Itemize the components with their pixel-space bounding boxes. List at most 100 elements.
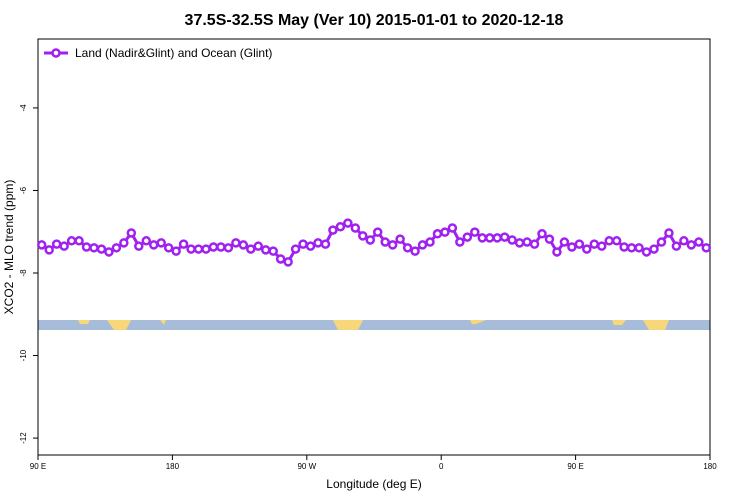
data-point <box>432 229 443 239</box>
x-axis-label: Longitude (deg E) <box>326 477 421 491</box>
data-point <box>163 243 174 253</box>
data-point <box>283 257 293 267</box>
data-point <box>395 234 405 244</box>
data-point <box>59 241 69 251</box>
data-point <box>470 227 480 237</box>
data-point <box>365 235 376 245</box>
data-point <box>178 239 189 249</box>
data-point <box>410 246 420 256</box>
data-point <box>141 236 152 246</box>
data-point <box>66 236 77 246</box>
data-point <box>537 229 547 239</box>
data-point <box>656 237 667 247</box>
data-point <box>611 236 622 246</box>
data-point <box>171 246 181 256</box>
data-point <box>328 225 338 235</box>
data-point <box>96 244 107 254</box>
data-point <box>671 241 682 251</box>
data-point <box>679 236 689 246</box>
data-point <box>402 243 413 253</box>
data-point <box>626 243 637 253</box>
data-point <box>350 223 361 233</box>
data-point <box>268 246 278 256</box>
data-point <box>462 232 473 242</box>
chart-title: 37.5S-32.5S May (Ver 10) 2015-01-01 to 2… <box>185 12 564 29</box>
data-point <box>425 237 435 247</box>
y-axis-label: XCO2 - MLO trend (ppm) <box>2 180 16 315</box>
data-point <box>649 244 659 254</box>
data-point <box>552 247 562 257</box>
data-point <box>320 239 331 249</box>
y-tick-label: -8 <box>19 269 28 277</box>
legend-marker <box>51 48 61 58</box>
data-point <box>522 237 532 247</box>
data-point <box>582 244 592 254</box>
data-point <box>484 233 495 243</box>
data-point <box>231 238 241 248</box>
data-point <box>380 237 390 247</box>
data-point <box>477 233 488 243</box>
x-tick-label: 90 W <box>297 462 316 471</box>
data-point <box>596 241 607 251</box>
x-tick-label: 0 <box>439 462 444 471</box>
data-point <box>223 243 234 253</box>
y-tick-label: -4 <box>19 104 28 112</box>
data-point <box>134 241 144 251</box>
data-point <box>641 247 652 257</box>
data-point <box>559 237 570 247</box>
data-point <box>74 236 84 246</box>
data-point <box>126 228 137 238</box>
x-tick-label: 90 E <box>567 462 583 471</box>
data-point <box>499 232 510 242</box>
data-point <box>201 244 211 254</box>
data-point <box>104 247 114 257</box>
data-point <box>156 238 166 248</box>
data-point <box>686 240 697 250</box>
data-point <box>574 239 585 249</box>
data-point <box>343 218 353 228</box>
data-point <box>387 240 398 250</box>
data-point <box>455 237 465 247</box>
data-point <box>313 238 323 248</box>
x-tick-label: 180 <box>703 462 717 471</box>
data-point <box>260 245 271 255</box>
data-point <box>358 231 368 241</box>
data-point <box>216 242 226 252</box>
data-point <box>81 242 92 252</box>
data-point <box>492 233 502 243</box>
data-point <box>335 222 346 232</box>
data-point <box>589 239 600 249</box>
land-ocean-map <box>38 320 710 330</box>
x-tick-label: 90 E <box>30 462 46 471</box>
data-point <box>529 239 540 249</box>
data-point <box>290 244 301 254</box>
legend-label: Land (Nadir&Glint) and Ocean (Glint) <box>75 46 272 60</box>
data-point <box>89 243 99 253</box>
data-point <box>298 239 308 249</box>
data-point <box>111 243 122 253</box>
data-point <box>694 237 704 247</box>
data-point <box>51 239 62 249</box>
data-point <box>208 242 219 252</box>
data-point <box>36 240 47 250</box>
data-point <box>701 243 712 253</box>
x-tick-label: 180 <box>166 462 180 471</box>
y-tick-label: -12 <box>19 432 28 444</box>
data-point <box>275 254 286 264</box>
data-point <box>567 242 577 252</box>
data-point <box>664 228 674 238</box>
y-tick-label: -6 <box>19 186 28 194</box>
data-point <box>514 238 525 248</box>
data-point <box>447 223 458 233</box>
data-point <box>634 243 644 253</box>
data-point <box>417 240 428 250</box>
data-point <box>119 238 129 248</box>
data-point <box>193 244 204 254</box>
data-point <box>440 227 450 237</box>
data-point <box>186 244 196 254</box>
data-point <box>148 240 159 250</box>
data-point <box>246 244 256 254</box>
data-point <box>305 241 316 251</box>
data-point <box>44 245 54 255</box>
